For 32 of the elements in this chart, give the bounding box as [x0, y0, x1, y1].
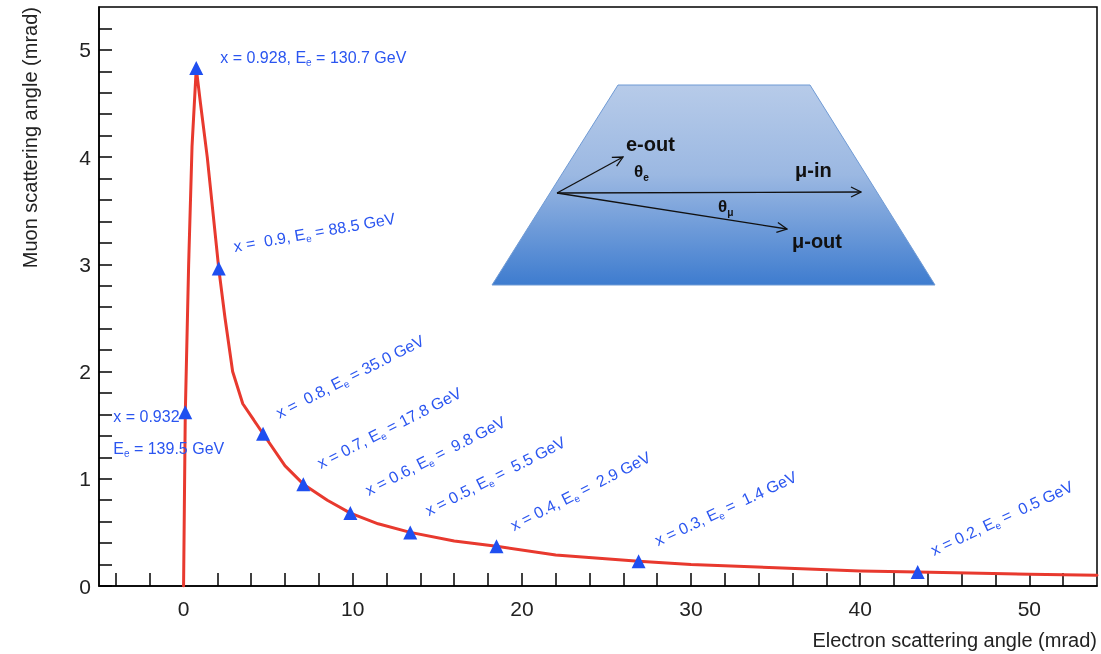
y-tick-label: 0: [79, 574, 91, 598]
point: [403, 525, 418, 540]
point: [910, 565, 925, 580]
point: [211, 261, 226, 276]
annotation: θ$_{e}$: [634, 162, 650, 184]
annotation: θ$_{μ}$: [718, 197, 734, 219]
annotation: μ-in: [795, 159, 832, 182]
point: [178, 405, 193, 420]
y-tick-label: 1: [79, 467, 91, 491]
y-tick-label: 3: [79, 252, 91, 276]
y-tick-label: 5: [79, 38, 91, 62]
point: [189, 61, 204, 76]
point: [256, 426, 271, 441]
x-tick-label: 20: [510, 597, 534, 620]
x-tick-label: 30: [679, 597, 703, 620]
annotation: x = 0.2, Ee = 0.5 GeV: [928, 477, 1076, 559]
y-tick-label: 2: [79, 360, 91, 384]
annotation: x = 0.9, Ee = 88.5 GeV: [232, 209, 397, 255]
x-tick-label: 50: [1017, 597, 1042, 620]
point: [296, 477, 311, 492]
point: [343, 506, 358, 521]
y-axis-title: Muon scattering angle (mrad): [19, 7, 41, 269]
x-tick-label: 10: [341, 597, 365, 620]
x-tick-label: 40: [848, 597, 872, 620]
point: [489, 539, 504, 554]
point: [631, 554, 646, 569]
y-tick-label: 4: [79, 145, 92, 169]
annotation: x = 0.3, Ee = 1.4 GeV: [652, 467, 800, 550]
annotation: e-out: [626, 133, 676, 156]
annotation: μ-out: [792, 230, 843, 253]
x-tick-label: 0: [177, 597, 190, 620]
x-axis-title: Electron scattering angle (mrad): [812, 629, 1097, 651]
